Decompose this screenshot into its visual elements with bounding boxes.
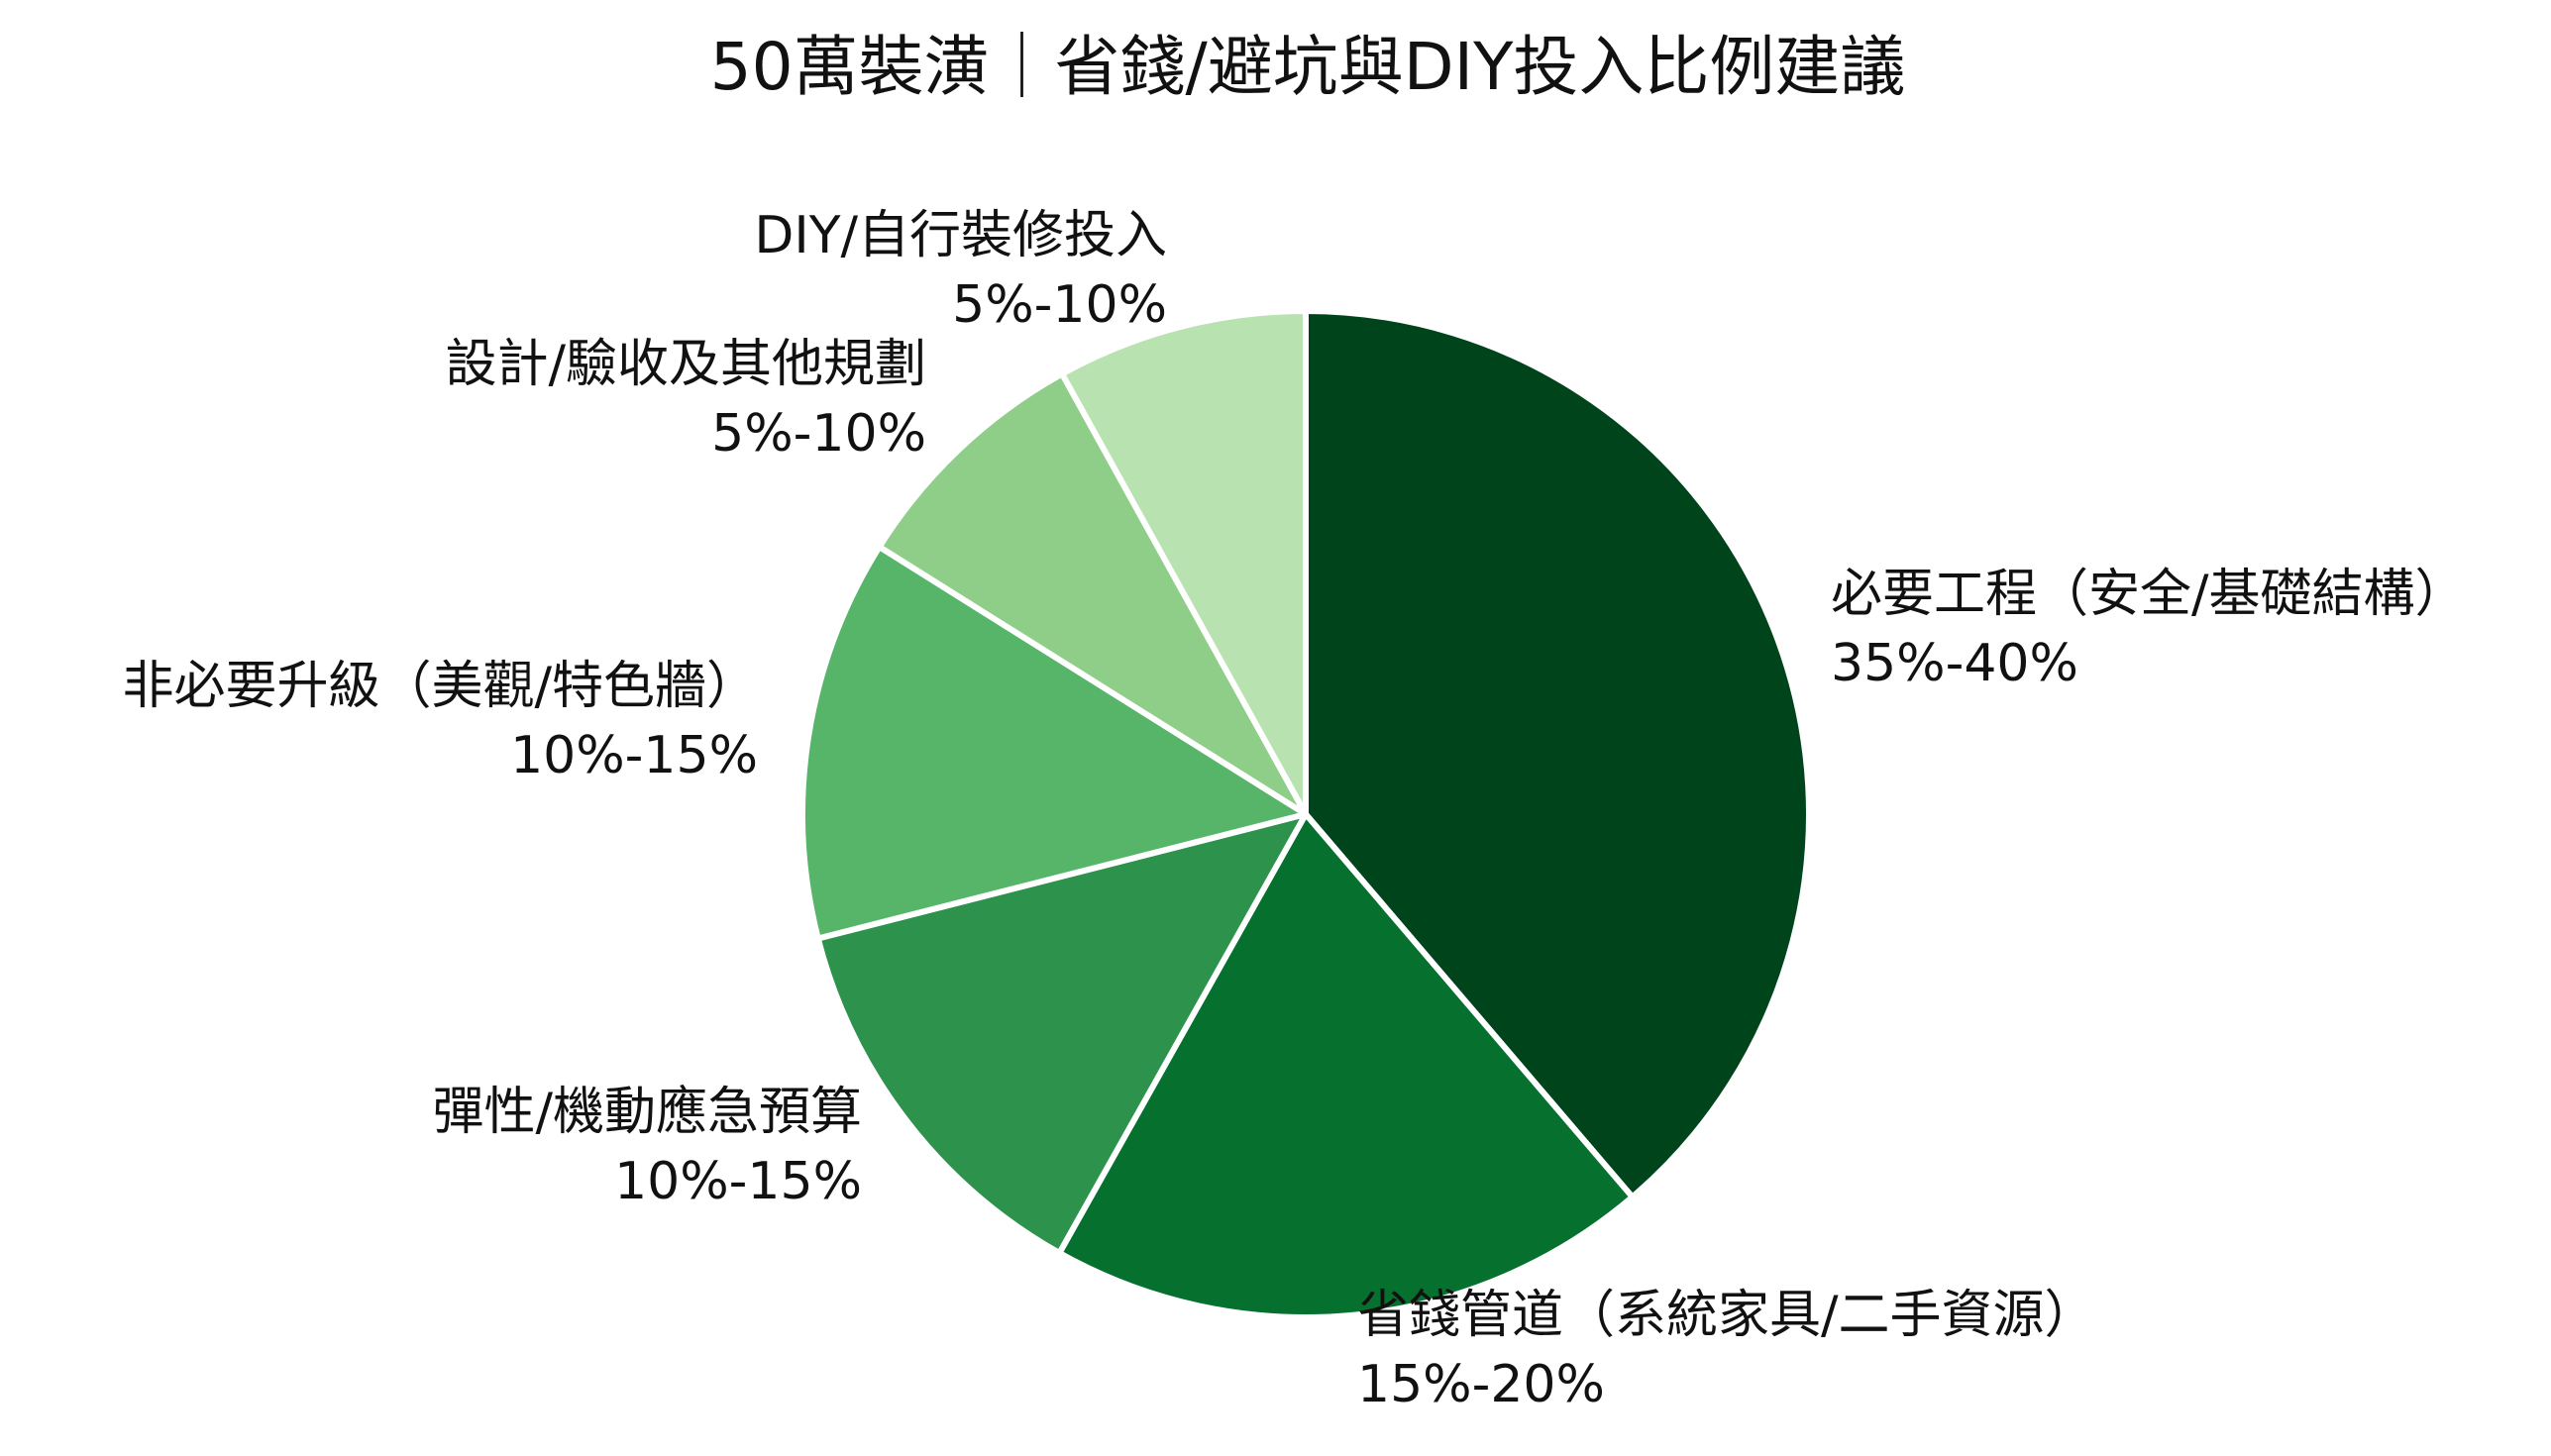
slice-range-3: 10%-15% — [614, 1152, 862, 1211]
slice-label-5: 設計/驗收及其他規劃 — [445, 335, 926, 394]
slice-label-6: DIY/自行裝修投入 — [754, 206, 1167, 265]
pie-slice-4 — [799, 544, 1309, 942]
slice-range-5: 5%-10% — [711, 404, 926, 464]
chart-title: 50萬裝潢｜省錢/避坑與DIY投入比例建議 — [710, 29, 1906, 105]
pie-slice-2 — [1056, 811, 1636, 1320]
slice-range-1: 35%-40% — [1831, 634, 2078, 693]
pie-labels: 必要工程（安全/基礎結構） 35%-40% 省錢管道（系統家具/二手資源） 15%-2… — [122, 206, 2466, 1414]
slice-range-2: 15%-20% — [1357, 1355, 1605, 1414]
slice-label-4: 非必要升級（美觀/特色牆） — [122, 657, 758, 716]
pie-slice-3 — [814, 811, 1309, 1256]
pie-slice-6 — [1059, 308, 1309, 817]
pie-slice-5 — [876, 370, 1309, 817]
pie-slices — [799, 308, 1812, 1320]
slice-range-6: 5%-10% — [952, 275, 1167, 335]
slice-label-2: 省錢管道（系統家具/二手資源） — [1357, 1286, 2096, 1345]
slice-label-3: 彈性/機動應急預算 — [432, 1083, 862, 1142]
slice-label-1: 必要工程（安全/基礎結構） — [1831, 565, 2467, 624]
pie-slice-1 — [1303, 308, 1812, 1200]
slice-range-4: 10%-15% — [510, 726, 758, 785]
